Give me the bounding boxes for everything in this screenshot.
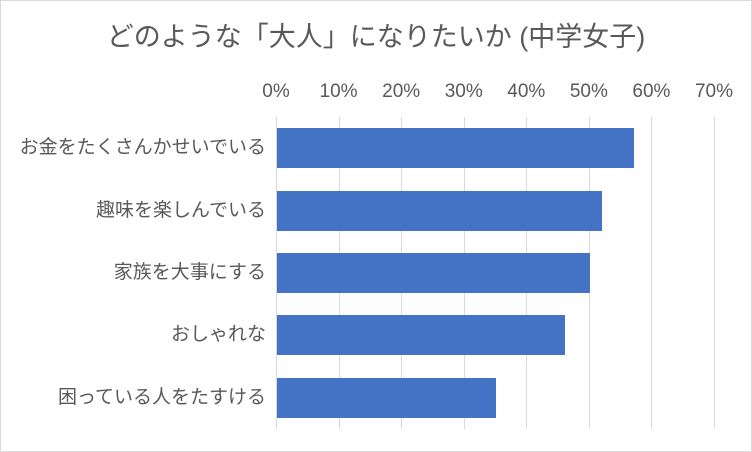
category-label: おしゃれな: [170, 324, 266, 346]
x-tick-label: 10%: [319, 81, 358, 102]
bar: [277, 377, 496, 418]
category-label: お金をたくさんかせいでいる: [19, 137, 266, 159]
gridline: [276, 117, 277, 429]
category-label: 困っている人をたすける: [57, 386, 266, 408]
category-label: 家族を大事にする: [113, 262, 266, 283]
gridline: [714, 117, 715, 429]
chart-title: どのような「大人」になりたいか (中学女子): [106, 22, 646, 52]
x-tick-label: 50%: [569, 81, 608, 102]
x-tick-label: 20%: [382, 81, 421, 102]
category-label: 趣味を楽しんでいる: [95, 199, 266, 221]
x-tick-label: 0%: [262, 81, 290, 102]
bar: [277, 190, 603, 231]
x-tick-label: 60%: [632, 81, 671, 102]
bar: [277, 253, 590, 293]
gridline: [651, 117, 653, 429]
x-tick-label: 40%: [507, 81, 546, 102]
plot-area: [276, 117, 715, 429]
bar: [277, 128, 634, 169]
x-tick-label: 30%: [444, 81, 483, 102]
x-tick-label: 70%: [694, 81, 734, 102]
bar: [277, 315, 565, 356]
